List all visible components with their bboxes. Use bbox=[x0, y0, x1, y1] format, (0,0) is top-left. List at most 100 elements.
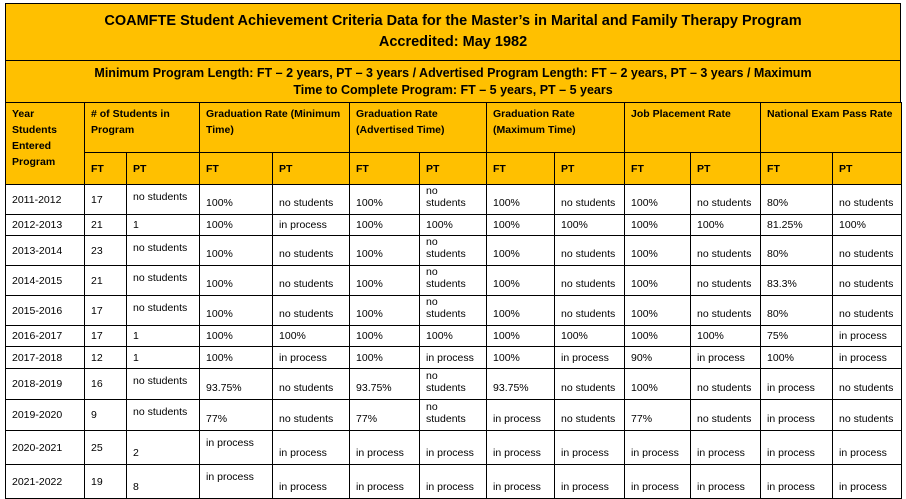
cell-exam-ft: 80% bbox=[760, 295, 834, 326]
cell-year: 2021-2022 bbox=[5, 464, 85, 499]
cell-grad-adv-pt: in process bbox=[419, 430, 488, 465]
cell-grad-max-ft: 100% bbox=[486, 325, 556, 347]
table-title: COAMFTE Student Achievement Criteria Dat… bbox=[5, 3, 901, 60]
cell-students-pt: 1 bbox=[125, 214, 201, 236]
cell-exam-pt: in process bbox=[832, 464, 903, 499]
cell-students-pt: 1 bbox=[125, 325, 201, 347]
achievement-data-document: COAMFTE Student Achievement Criteria Dat… bbox=[5, 3, 903, 499]
cell-exam-pt: no students bbox=[832, 368, 903, 400]
subheader-pt: PT bbox=[272, 152, 351, 185]
cell-grad-max-ft: 100% bbox=[486, 235, 556, 266]
cell-grad-max-pt: no students bbox=[554, 295, 626, 326]
subheader-pt: PT bbox=[832, 152, 903, 185]
cell-year: 2020-2021 bbox=[5, 430, 85, 465]
cell-grad-adv-pt: 100% bbox=[419, 325, 488, 347]
cell-grad-max-pt: no students bbox=[554, 265, 626, 296]
cell-year: 2016-2017 bbox=[5, 325, 85, 347]
cell-students-pt: no students bbox=[125, 295, 201, 326]
cell-students-ft: 21 bbox=[84, 214, 127, 236]
cell-students-pt: no students bbox=[125, 235, 201, 266]
cell-students-ft: 12 bbox=[84, 346, 127, 369]
cell-exam-pt: no students bbox=[832, 295, 903, 326]
cell-grad-min-ft: 100% bbox=[199, 235, 274, 266]
cell-job-ft: 100% bbox=[624, 214, 692, 236]
cell-exam-ft: 80% bbox=[760, 235, 834, 266]
table-row: 2018-2019 16 no students 93.75% no students 9… bbox=[5, 368, 903, 400]
subheader-pt: PT bbox=[419, 152, 488, 185]
cell-grad-adv-ft: 100% bbox=[349, 184, 421, 215]
cell-year: 2019-2020 bbox=[5, 399, 85, 431]
cell-job-ft: 100% bbox=[624, 184, 692, 215]
table-body: 2011-2012 17 no students 100% no students 100… bbox=[5, 184, 903, 499]
cell-year: 2013-2014 bbox=[5, 235, 85, 266]
cell-exam-ft: in process bbox=[760, 368, 834, 400]
table-row: 2019-2020 9 no students 77% no students 77% no… bbox=[5, 399, 903, 431]
cell-grad-max-ft: in process bbox=[486, 464, 556, 499]
cell-exam-pt: no students bbox=[832, 265, 903, 296]
cell-grad-max-ft: in process bbox=[486, 399, 556, 431]
cell-exam-pt: no students bbox=[832, 235, 903, 266]
cell-grad-min-pt: no students bbox=[272, 184, 351, 215]
subheader-row: FT PT FT PT FT PT FT PT FT PT FT PT bbox=[6, 152, 903, 185]
cell-grad-adv-pt: no students bbox=[419, 235, 488, 266]
cell-students-pt: no students bbox=[125, 368, 201, 400]
cell-grad-adv-pt: no students bbox=[419, 184, 488, 215]
subheader-ft: FT bbox=[486, 152, 556, 185]
cell-grad-min-ft: 100% bbox=[199, 265, 274, 296]
cell-grad-max-pt: no students bbox=[554, 399, 626, 431]
cell-grad-min-ft: 100% bbox=[199, 184, 274, 215]
cell-job-pt: no students bbox=[690, 184, 762, 215]
cell-grad-max-ft: in process bbox=[486, 430, 556, 465]
subtitle-line-1: Minimum Program Length: FT – 2 years, PT… bbox=[94, 66, 812, 80]
cell-exam-pt: no students bbox=[832, 184, 903, 215]
cell-grad-min-ft: in process bbox=[199, 430, 274, 465]
table-row: 2011-2012 17 no students 100% no students 100… bbox=[5, 184, 903, 215]
cell-grad-min-ft: 100% bbox=[199, 346, 274, 369]
cell-grad-min-ft: in process bbox=[199, 464, 274, 499]
title-line-2: Accredited: May 1982 bbox=[378, 34, 528, 50]
cell-grad-min-ft: 100% bbox=[199, 295, 274, 326]
cell-grad-adv-ft: in process bbox=[349, 430, 421, 465]
cell-grad-min-pt: 100% bbox=[272, 325, 351, 347]
cell-job-ft: 100% bbox=[624, 368, 692, 400]
table-row: 2020-2021 25 2 in process in process in proce… bbox=[5, 430, 903, 465]
header-grad-advertised: Graduation Rate (Advertised Time) bbox=[349, 102, 488, 153]
cell-grad-min-pt: no students bbox=[272, 295, 351, 326]
table-row: 2021-2022 19 8 in process in process in proce… bbox=[5, 464, 903, 499]
cell-grad-max-ft: 100% bbox=[486, 184, 556, 215]
cell-grad-adv-pt: no students bbox=[419, 295, 488, 326]
cell-job-ft: 100% bbox=[624, 325, 692, 347]
cell-year: 2012-2013 bbox=[5, 214, 85, 236]
cell-job-pt: no students bbox=[690, 399, 762, 431]
cell-students-pt: 8 bbox=[125, 464, 201, 499]
subheader-ft: FT bbox=[84, 152, 127, 185]
header-grad-max: Graduation Rate (Maximum Time) bbox=[486, 102, 626, 153]
cell-grad-min-pt: no students bbox=[272, 265, 351, 296]
cell-grad-max-pt: in process bbox=[554, 346, 626, 369]
table-row: 2016-2017 17 1 100% 100% 100% 100% 100% 100% 100%… bbox=[5, 325, 903, 347]
cell-job-ft: 77% bbox=[624, 399, 692, 431]
header-year: Year Students Entered Program bbox=[5, 102, 85, 185]
header-job-placement: Job Placement Rate bbox=[624, 102, 762, 153]
cell-grad-max-ft: 100% bbox=[486, 346, 556, 369]
subtitle-line-2: Time to Complete Program: FT – 5 years, … bbox=[293, 83, 613, 97]
cell-grad-min-pt: no students bbox=[272, 368, 351, 400]
cell-grad-min-ft: 77% bbox=[199, 399, 274, 431]
cell-year: 2011-2012 bbox=[5, 184, 85, 215]
subheader-pt: PT bbox=[690, 152, 762, 185]
subheader-ft: FT bbox=[624, 152, 692, 185]
cell-students-ft: 25 bbox=[84, 430, 127, 465]
cell-job-pt: in process bbox=[690, 346, 762, 369]
cell-students-pt: 1 bbox=[125, 346, 201, 369]
cell-grad-adv-pt: no students bbox=[419, 265, 488, 296]
cell-grad-min-pt: no students bbox=[272, 399, 351, 431]
cell-job-ft: 90% bbox=[624, 346, 692, 369]
cell-students-ft: 17 bbox=[84, 325, 127, 347]
table-row: 2014-2015 21 no students 100% no students 100… bbox=[5, 265, 903, 296]
cell-year: 2014-2015 bbox=[5, 265, 85, 296]
cell-exam-ft: in process bbox=[760, 399, 834, 431]
cell-exam-ft: in process bbox=[760, 430, 834, 465]
subheader-ft: FT bbox=[349, 152, 421, 185]
cell-students-ft: 9 bbox=[84, 399, 127, 431]
cell-grad-adv-pt: in process bbox=[419, 464, 488, 499]
